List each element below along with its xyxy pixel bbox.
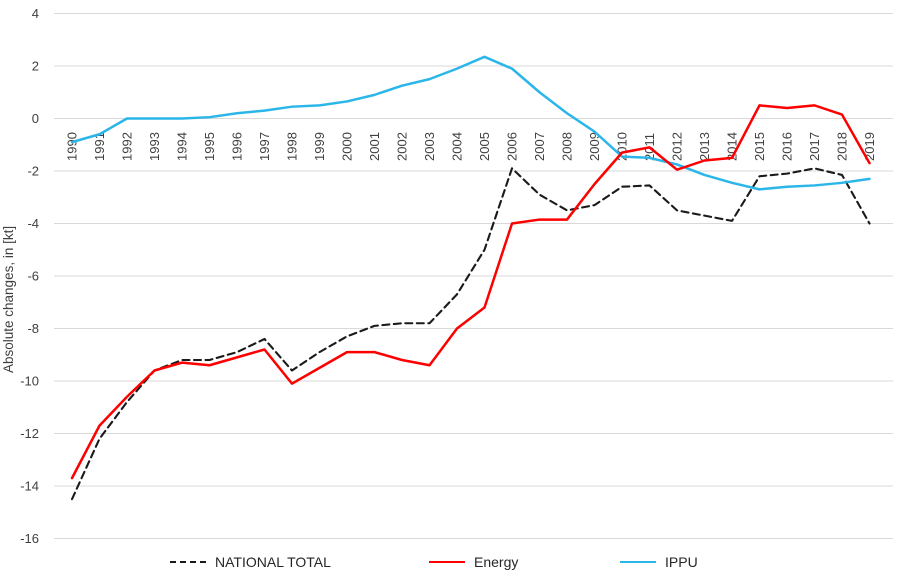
y-axis-tick-labels: 4 2 0 -2 -4 -6 -8 -10 -12 -14 -16 xyxy=(20,6,39,546)
y-tick-label-4: 4 xyxy=(32,6,39,21)
y-tick-label--16: -16 xyxy=(20,531,39,546)
x-tick-label-2018: 2018 xyxy=(835,132,850,161)
x-tick-label-2014: 2014 xyxy=(725,132,740,161)
x-tick-label-1992: 1992 xyxy=(120,132,135,161)
x-tick-label-1997: 1997 xyxy=(257,132,272,161)
x-tick-label-2001: 2001 xyxy=(367,132,382,161)
y-tick-label-2: 2 xyxy=(32,59,39,74)
x-tick-label-2005: 2005 xyxy=(477,132,492,161)
x-tick-label-2002: 2002 xyxy=(395,132,410,161)
y-tick-label-0: 0 xyxy=(32,111,39,126)
x-tick-label-2009: 2009 xyxy=(587,132,602,161)
x-tick-label-1991: 1991 xyxy=(92,132,107,161)
legend-line-sample-national-total xyxy=(170,561,206,563)
y-axis-title: Absolute changes, in [kt] xyxy=(1,226,16,373)
x-tick-label-1996: 1996 xyxy=(230,132,245,161)
series-lines xyxy=(70,55,871,501)
chart-canvas: 4 2 0 -2 -4 -6 -8 -10 -12 -14 -16 1990 1991 1992 1993… xyxy=(1,6,893,546)
legend-item-national-total: NATIONAL TOTAL xyxy=(170,550,331,574)
x-tick-label-2013: 2013 xyxy=(697,132,712,161)
y-tick-label--2: -2 xyxy=(27,164,39,179)
y-tick-label--14: -14 xyxy=(20,479,39,494)
x-tick-label-1999: 1999 xyxy=(312,132,327,161)
series-line-ippu xyxy=(70,55,871,191)
y-tick-label--6: -6 xyxy=(27,269,39,284)
x-tick-label-2017: 2017 xyxy=(807,132,822,161)
legend-item-energy: Energy xyxy=(429,550,518,574)
legend-item-ippu: IPPU xyxy=(620,550,698,574)
x-tick-label-2000: 2000 xyxy=(340,132,355,161)
y-tick-label--8: -8 xyxy=(27,321,39,336)
legend-label-ippu: IPPU xyxy=(665,554,698,570)
x-axis-year-labels: 1990 1991 1992 1993 1994 1995 1996 1997 1998 1999… xyxy=(65,132,878,161)
x-tick-label-2007: 2007 xyxy=(532,132,547,161)
legend-line-sample-energy xyxy=(429,561,465,563)
x-tick-label-1990: 1990 xyxy=(65,132,80,161)
x-tick-label-1993: 1993 xyxy=(147,132,162,161)
x-tick-label-2012: 2012 xyxy=(670,132,685,161)
legend-label-energy: Energy xyxy=(474,554,519,570)
x-tick-label-2016: 2016 xyxy=(780,132,795,161)
x-tick-label-2015: 2015 xyxy=(752,132,767,161)
x-tick-label-2006: 2006 xyxy=(505,132,520,161)
x-tick-label-1995: 1995 xyxy=(202,132,217,161)
y-tick-label--12: -12 xyxy=(20,426,39,441)
x-tick-label-1994: 1994 xyxy=(175,132,190,161)
x-tick-label-1998: 1998 xyxy=(285,132,300,161)
y-tick-label--4: -4 xyxy=(27,216,39,231)
x-tick-label-2019: 2019 xyxy=(862,132,877,161)
x-tick-label-2003: 2003 xyxy=(422,132,437,161)
series-line-energy xyxy=(70,104,871,480)
y-tick-label--10: -10 xyxy=(20,374,39,389)
legend-line-sample-ippu xyxy=(620,561,656,563)
x-tick-label-2004: 2004 xyxy=(450,132,465,161)
legend: NATIONAL TOTAL Energy IPPU xyxy=(0,550,900,576)
gridlines xyxy=(54,13,893,539)
legend-label-national-total: NATIONAL TOTAL xyxy=(215,554,331,570)
series-line-national-total xyxy=(70,167,871,501)
x-tick-label-2008: 2008 xyxy=(560,132,575,161)
